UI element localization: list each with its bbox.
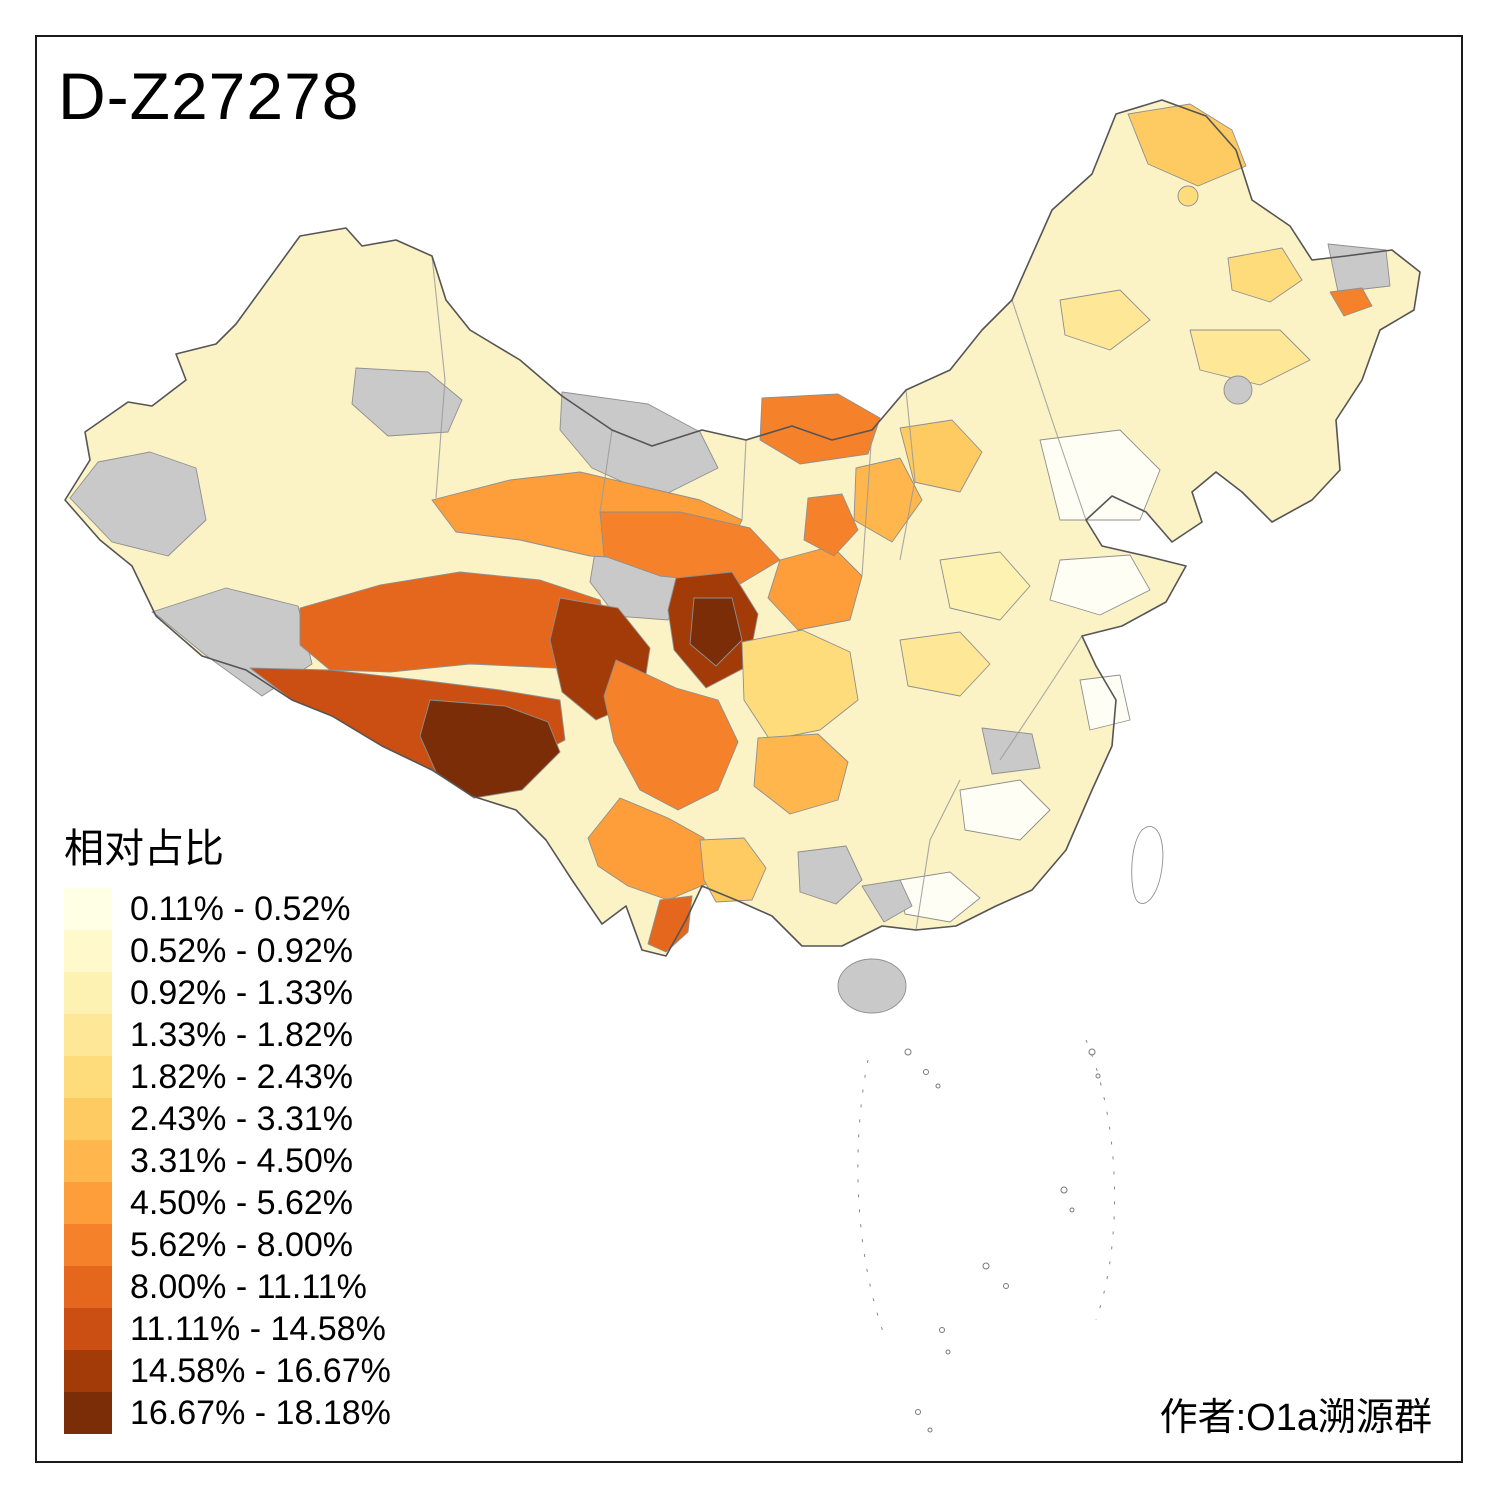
sea-boundary-dash bbox=[1085, 1039, 1116, 1321]
province-boundary bbox=[861, 429, 873, 577]
legend-item: 3.31% - 4.50% bbox=[64, 1140, 391, 1182]
legend: 相对占比 0.11% - 0.52% 0.52% - 0.92% 0.92% -… bbox=[64, 816, 391, 1434]
province-boundary bbox=[1011, 299, 1087, 521]
map-region-nodata bbox=[351, 367, 463, 437]
legend-label: 0.92% - 1.33% bbox=[130, 973, 354, 1012]
map-region bbox=[699, 837, 767, 903]
south-china-sea-islands bbox=[857, 1039, 1116, 1433]
map-region bbox=[899, 631, 991, 697]
legend-item: 8.00% - 11.11% bbox=[64, 1266, 391, 1308]
legend-label: 8.00% - 11.11% bbox=[130, 1267, 367, 1306]
legend-label: 1.33% - 1.82% bbox=[130, 1015, 354, 1054]
map-region-nodata bbox=[1223, 375, 1253, 405]
legend-swatch bbox=[64, 1014, 112, 1056]
map-region bbox=[689, 597, 743, 667]
map-region bbox=[1127, 103, 1247, 187]
legend-swatch bbox=[64, 1266, 112, 1308]
national-border bbox=[64, 99, 1421, 957]
province-boundary bbox=[999, 635, 1083, 761]
province-boundary bbox=[599, 429, 613, 513]
legend-swatch bbox=[64, 972, 112, 1014]
map-region bbox=[803, 493, 859, 557]
legend-swatch bbox=[64, 1308, 112, 1350]
legend-swatch bbox=[64, 888, 112, 930]
legend-label: 0.52% - 0.92% bbox=[130, 931, 354, 970]
province-boundary bbox=[899, 389, 916, 561]
legend-item: 11.11% - 14.58% bbox=[64, 1308, 391, 1350]
map-region bbox=[1227, 247, 1303, 303]
map-region bbox=[603, 659, 739, 811]
legend-label: 16.67% - 18.18% bbox=[130, 1393, 391, 1432]
map-region bbox=[899, 419, 983, 493]
map-region bbox=[959, 779, 1051, 841]
legend-label: 5.62% - 8.00% bbox=[130, 1225, 354, 1264]
map-region-nodata bbox=[559, 391, 719, 499]
legend-item: 0.52% - 0.92% bbox=[64, 930, 391, 972]
author-credit: 作者:O1a溯源群 bbox=[1159, 1397, 1432, 1439]
legend-item: 14.58% - 16.67% bbox=[64, 1350, 391, 1392]
legend-label: 3.31% - 4.50% bbox=[130, 1141, 354, 1180]
legend-item: 1.33% - 1.82% bbox=[64, 1014, 391, 1056]
map-region bbox=[741, 629, 859, 741]
legend-label: 14.58% - 16.67% bbox=[130, 1351, 391, 1390]
legend-swatch bbox=[64, 1182, 112, 1224]
sea-boundary-dash bbox=[857, 1059, 887, 1341]
legend-swatch bbox=[64, 1098, 112, 1140]
map-region bbox=[753, 733, 849, 815]
map-region-tibet-darkest bbox=[419, 699, 561, 799]
legend-label: 1.82% - 2.43% bbox=[130, 1057, 354, 1096]
legend-label: 0.11% - 0.52% bbox=[130, 889, 351, 928]
map-region bbox=[1039, 429, 1161, 521]
map-region bbox=[1049, 554, 1151, 616]
legend-swatch bbox=[64, 1224, 112, 1266]
legend-item: 5.62% - 8.00% bbox=[64, 1224, 391, 1266]
legend-swatch bbox=[64, 1392, 112, 1434]
map-region-nodata bbox=[981, 727, 1041, 775]
map-region bbox=[1177, 185, 1199, 207]
map-region bbox=[1059, 289, 1151, 351]
legend-label: 2.43% - 3.31% bbox=[130, 1099, 354, 1138]
legend-swatch bbox=[64, 1350, 112, 1392]
map-region-nodata bbox=[69, 451, 207, 557]
legend-item: 0.92% - 1.33% bbox=[64, 972, 391, 1014]
legend-swatch bbox=[64, 930, 112, 972]
map-region bbox=[1189, 329, 1311, 386]
map-region bbox=[759, 393, 881, 465]
legend-item: 2.43% - 3.31% bbox=[64, 1098, 391, 1140]
legend-item: 0.11% - 0.52% bbox=[64, 888, 391, 930]
legend-item: 4.50% - 5.62% bbox=[64, 1182, 391, 1224]
map-region bbox=[1079, 674, 1131, 731]
map-region-taiwan bbox=[1131, 826, 1164, 904]
legend-label: 11.11% - 14.58% bbox=[130, 1309, 386, 1348]
province-boundary bbox=[741, 439, 747, 521]
legend-swatch bbox=[64, 1056, 112, 1098]
map-title: D-Z27278 bbox=[58, 59, 360, 133]
map-region bbox=[1329, 287, 1373, 317]
legend-item: 1.82% - 2.43% bbox=[64, 1056, 391, 1098]
map-region-nodata bbox=[861, 879, 913, 923]
plot-frame bbox=[35, 35, 1463, 1463]
legend-swatch bbox=[64, 1140, 112, 1182]
legend-title: 相对占比 bbox=[64, 827, 224, 871]
map-region bbox=[599, 511, 781, 585]
province-boundary bbox=[915, 779, 961, 931]
legend-label: 4.50% - 5.62% bbox=[130, 1183, 354, 1222]
province-boundary bbox=[431, 255, 446, 499]
legend-item: 16.67% - 18.18% bbox=[64, 1392, 391, 1434]
map-region bbox=[647, 895, 693, 953]
map-region-nodata bbox=[797, 845, 863, 905]
map-region bbox=[939, 551, 1031, 621]
map-region-hainan bbox=[837, 958, 907, 1014]
